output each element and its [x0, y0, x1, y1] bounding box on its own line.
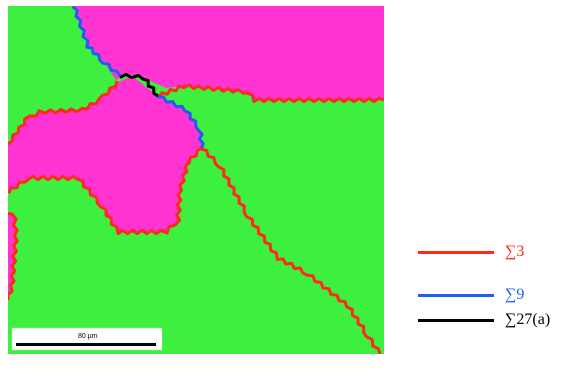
legend-item-sigma3: ∑3 — [418, 242, 578, 262]
sigma3-boundary-top — [157, 83, 384, 104]
legend-item-sigma9: ∑9 — [418, 285, 578, 305]
magenta-grain-top — [74, 6, 384, 100]
sigma3-boundary-upper-left — [8, 80, 119, 146]
sigma3-boundary-center — [8, 146, 203, 236]
legend-label-sigma3: ∑3 — [505, 243, 525, 260]
magenta-grain-center — [8, 76, 202, 232]
legend-label-sigma9: ∑9 — [505, 286, 525, 303]
sigma27a-boundary — [119, 72, 159, 98]
scale-bar-label: 80 µm — [78, 333, 98, 340]
ebsd-map: 80 µm — [8, 6, 384, 354]
sigma9-boundary-lower — [157, 95, 205, 149]
sigma9-boundary-upper — [71, 6, 122, 77]
boundaries-layer — [8, 6, 384, 354]
sigma3-boundary-diagonal — [200, 147, 382, 354]
legend-label-sigma27a: ∑27(a) — [505, 311, 551, 328]
grain-boundary-map: 80 µm — [8, 6, 384, 354]
sigma3-boundary-left — [8, 212, 19, 300]
scale-bar: 80 µm — [11, 327, 163, 351]
legend-item-sigma27a: ∑27(a) — [418, 310, 578, 330]
legend-line-sigma9 — [418, 294, 494, 297]
legend-line-sigma27a — [418, 319, 494, 322]
legend-line-sigma3 — [418, 251, 494, 254]
